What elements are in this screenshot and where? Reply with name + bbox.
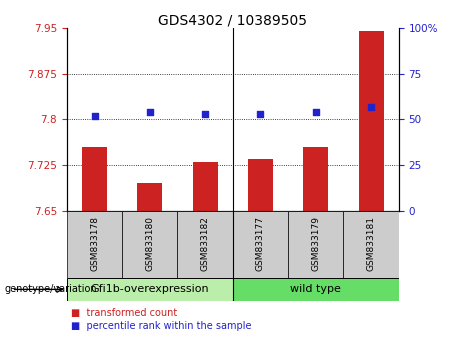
Text: GSM833179: GSM833179 xyxy=(311,216,320,271)
Bar xyxy=(303,147,328,211)
Text: GSM833178: GSM833178 xyxy=(90,216,99,271)
Point xyxy=(91,113,98,119)
Bar xyxy=(137,183,162,211)
Point xyxy=(367,104,375,109)
Point xyxy=(312,109,319,115)
Bar xyxy=(233,211,288,278)
Bar xyxy=(67,278,233,301)
Bar xyxy=(67,211,122,278)
Bar xyxy=(177,211,233,278)
Point xyxy=(146,109,154,115)
Text: ■  transformed count: ■ transformed count xyxy=(71,308,177,318)
Bar xyxy=(343,211,399,278)
Text: wild type: wild type xyxy=(290,284,341,295)
Text: genotype/variation: genotype/variation xyxy=(5,284,97,295)
Text: GSM833177: GSM833177 xyxy=(256,216,265,271)
Bar xyxy=(193,162,218,211)
Text: ■  percentile rank within the sample: ■ percentile rank within the sample xyxy=(71,321,252,331)
Point xyxy=(257,111,264,117)
Bar xyxy=(233,278,399,301)
Bar xyxy=(122,211,177,278)
Text: GSM833181: GSM833181 xyxy=(366,216,376,271)
Point xyxy=(201,111,209,117)
Bar xyxy=(359,32,384,211)
Text: GSM833182: GSM833182 xyxy=(201,216,210,271)
Bar xyxy=(82,147,107,211)
Bar xyxy=(248,159,273,211)
Title: GDS4302 / 10389505: GDS4302 / 10389505 xyxy=(158,13,307,27)
Text: GSM833180: GSM833180 xyxy=(145,216,154,271)
Bar xyxy=(288,211,343,278)
Text: Gfi1b-overexpression: Gfi1b-overexpression xyxy=(90,284,209,295)
